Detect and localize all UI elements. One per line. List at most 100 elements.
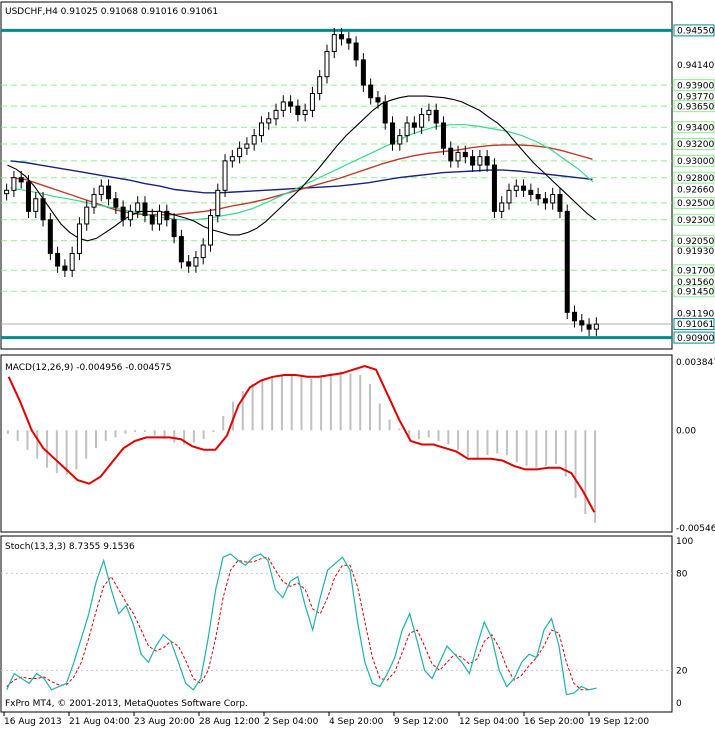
candle-body (477, 156, 483, 166)
price-tag-box (673, 264, 715, 277)
price-axis-label: 0.92500 (677, 199, 714, 209)
candle-body (76, 223, 82, 254)
candle-body (295, 105, 301, 116)
candle-body (62, 265, 68, 271)
candle-body (506, 189, 512, 204)
candle-body (40, 198, 46, 221)
price-axis-label: 0.92050 (677, 237, 714, 247)
price-tag-box (673, 234, 715, 247)
candle-body (106, 185, 112, 200)
price-tag-box (673, 138, 715, 151)
stoch-panel-frame (0, 535, 673, 713)
time-axis-label: 4 Sep 20:00 (329, 717, 384, 727)
candle-body (586, 324, 592, 330)
candle-body (91, 194, 97, 208)
candle-body (237, 147, 243, 158)
candle-body (564, 210, 570, 313)
candle-body (157, 210, 163, 225)
copyright-text: FxPro MT4, © 2001-2013, MetaQuotes Softw… (5, 699, 248, 709)
candle-body (251, 135, 257, 145)
ma-fast-line (7, 95, 596, 242)
candles (4, 27, 599, 336)
candle-body (404, 122, 410, 137)
candle-body (375, 97, 381, 103)
candle-body (244, 143, 250, 149)
stochastic-lines (1, 553, 672, 696)
price-tag-box (673, 196, 715, 209)
candle-body (302, 109, 308, 116)
candle-body (47, 219, 53, 254)
candle-body (448, 147, 454, 162)
price-axis-label: 0.91930 (677, 247, 714, 257)
time-axis-label: 16 Aug 2013 (4, 717, 62, 727)
macd-axis-label: 0.003847 (676, 358, 715, 368)
time-axis-label: 16 Sep 20:00 (524, 717, 584, 727)
stoch-axis-label: 80 (676, 570, 688, 580)
time-axis-label: 23 Aug 20:00 (134, 717, 195, 727)
candle-body (397, 135, 403, 145)
macd-axis-label: 0.00 (676, 426, 696, 436)
candle-body (593, 323, 599, 330)
time-axis-label: 12 Sep 04:00 (459, 717, 519, 727)
candle-body (535, 194, 541, 200)
price-axis-label: 0.92300 (677, 216, 714, 226)
candle-body (229, 156, 235, 162)
price-axis-label: 0.92800 (677, 174, 714, 184)
candle-body (164, 210, 170, 221)
candle-body (309, 93, 315, 111)
candle-body (331, 34, 337, 52)
price-axis-label: 0.92660 (677, 186, 714, 196)
candle-body (4, 189, 10, 195)
macd-panel-title: MACD(12,26,9) -0.004956 -0.004575 (5, 363, 171, 373)
time-axis-label: 9 Sep 12:00 (394, 717, 449, 727)
macd-histogram (6, 371, 597, 523)
price-tag-box (673, 331, 715, 344)
candle-body (557, 194, 563, 212)
candle-body (98, 185, 104, 196)
candle-body (33, 198, 39, 212)
candle-body (280, 101, 286, 111)
macd-signal-line (7, 365, 596, 513)
candle-body (419, 114, 425, 128)
candle-body (324, 50, 330, 78)
price-tag-box (673, 79, 715, 92)
time-axis: 16 Aug 2013 21 Aug 04:00 23 Aug 20:00 28 Au… (3, 712, 649, 727)
candle-body (455, 151, 461, 162)
ma-medium-line (9, 124, 594, 221)
time-axis-label: 28 Aug 12:00 (199, 717, 260, 727)
candle-body (149, 215, 155, 225)
candle-body (579, 320, 585, 326)
time-axis-label: 19 Sep 12:00 (589, 717, 649, 727)
price-axis-label: 0.91700 (677, 266, 714, 276)
price-axis-label: 0.93200 (677, 140, 714, 150)
moving-averages (7, 95, 596, 242)
price-axis-label: 0.93400 (677, 123, 714, 133)
price-axis-label: 0.94550 (677, 27, 714, 37)
candle-body (513, 185, 519, 191)
stoch-signal-line (6, 556, 597, 691)
macd-signal-polyline (7, 365, 596, 513)
candle-body (390, 122, 396, 145)
price-tag-box (673, 121, 715, 134)
candle-body (273, 109, 279, 120)
stoch-axis-label: 100 (676, 537, 693, 547)
candle-body (433, 109, 439, 124)
candle-body (521, 185, 527, 191)
candle-body (462, 151, 468, 158)
candle-body (207, 215, 213, 246)
candle-body (25, 181, 31, 212)
candle-body (528, 189, 534, 196)
price-tag-box (673, 213, 715, 226)
candle-body (84, 206, 90, 225)
candle-body (339, 34, 345, 40)
price-axis-label: 0.93770 (677, 92, 714, 102)
price-tag-box (673, 285, 715, 298)
candle-body (572, 311, 578, 322)
macd-panel-frame (0, 354, 673, 533)
candle-body (11, 177, 17, 191)
candle-body (113, 198, 119, 208)
candle-body (127, 210, 133, 221)
